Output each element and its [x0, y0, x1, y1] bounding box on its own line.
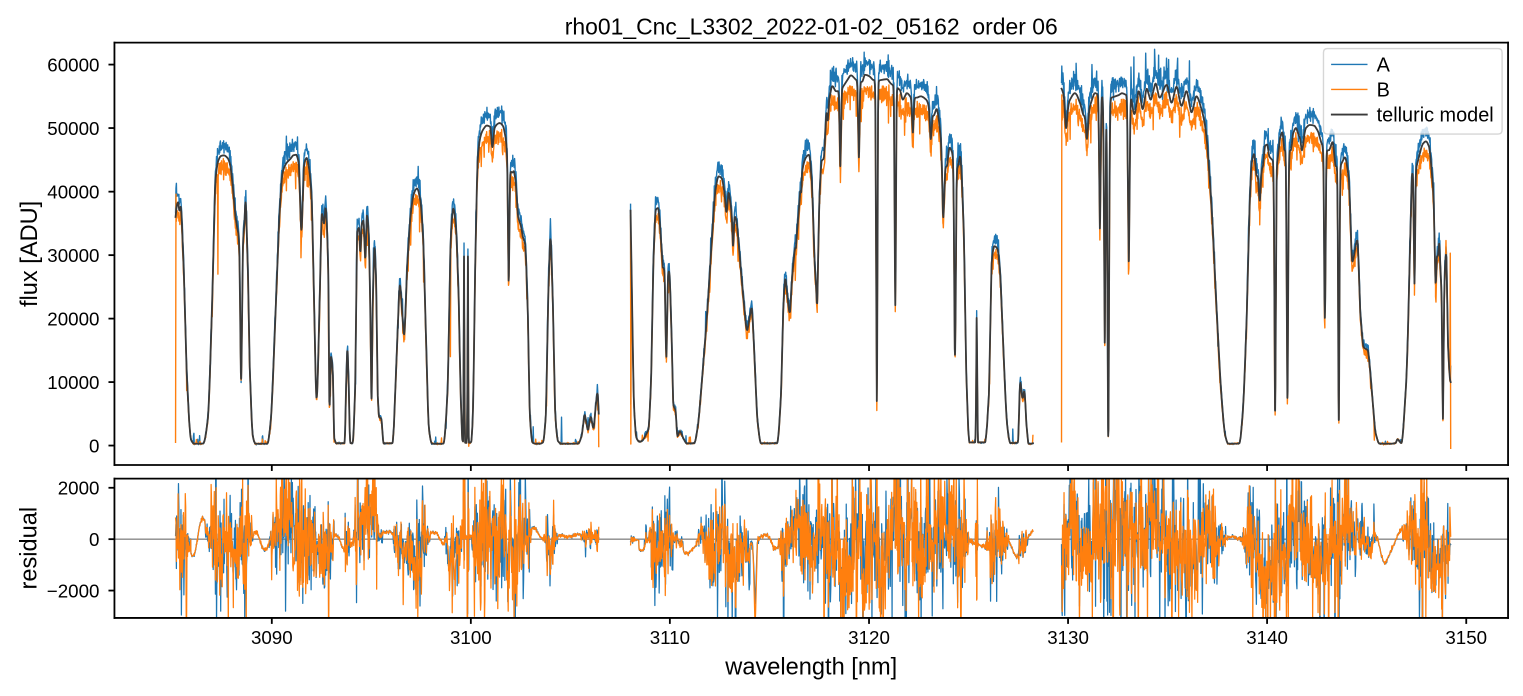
svg-text:3130: 3130 — [1047, 627, 1089, 648]
svg-text:0: 0 — [89, 435, 99, 456]
svg-text:3100: 3100 — [450, 627, 492, 648]
svg-text:rho01_Cnc_L3302_2022-01-02_051: rho01_Cnc_L3302_2022-01-02_05162 order 0… — [565, 13, 1058, 39]
svg-text:B: B — [1377, 80, 1390, 102]
svg-text:50000: 50000 — [47, 118, 99, 139]
svg-text:30000: 30000 — [47, 245, 99, 266]
svg-text:3140: 3140 — [1246, 627, 1288, 648]
svg-text:A: A — [1377, 54, 1391, 76]
svg-text:0: 0 — [89, 529, 99, 550]
svg-text:3120: 3120 — [848, 627, 890, 648]
svg-text:2000: 2000 — [58, 478, 100, 499]
svg-text:3090: 3090 — [251, 627, 293, 648]
svg-text:telluric model: telluric model — [1377, 105, 1494, 127]
svg-text:residual: residual — [16, 507, 42, 590]
svg-text:10000: 10000 — [47, 372, 99, 393]
svg-text:flux [ADU]: flux [ADU] — [17, 201, 43, 307]
svg-text:3110: 3110 — [650, 627, 690, 648]
svg-text:20000: 20000 — [47, 308, 99, 329]
svg-text:wavelength [nm]: wavelength [nm] — [724, 654, 897, 680]
svg-text:−2000: −2000 — [47, 580, 100, 601]
svg-text:40000: 40000 — [47, 181, 99, 202]
svg-text:3150: 3150 — [1445, 627, 1487, 648]
svg-text:60000: 60000 — [47, 54, 99, 75]
